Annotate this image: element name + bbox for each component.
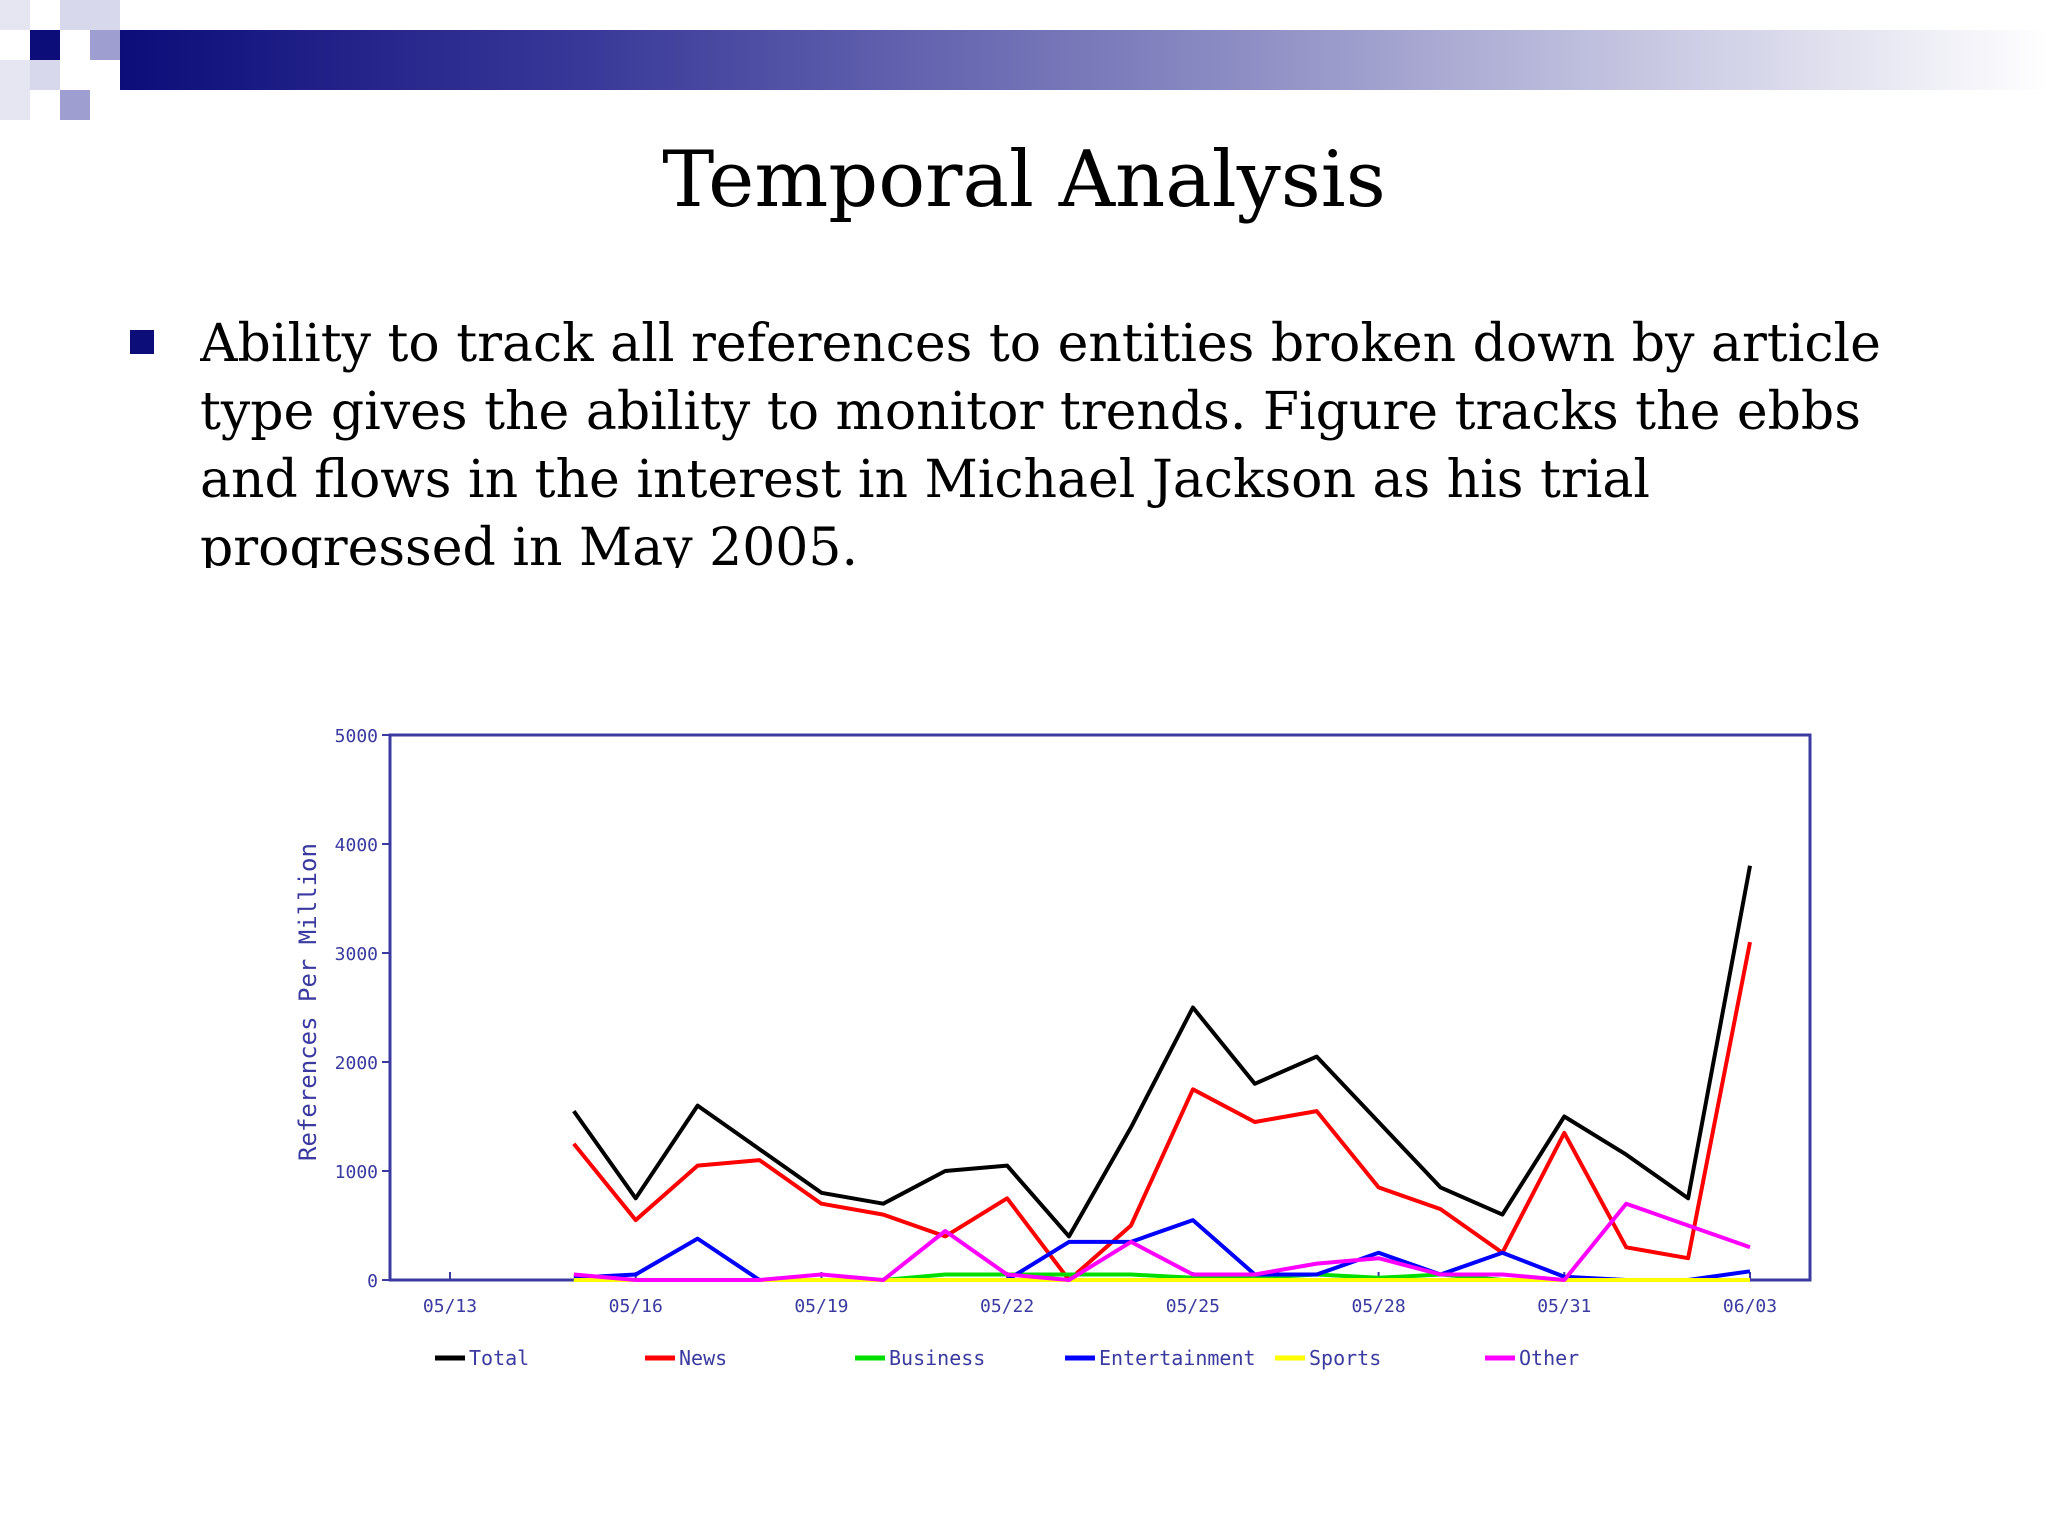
series-line-news [572,941,1752,1282]
legend-label: Other [1519,1346,1579,1370]
x-tick-label: 05/16 [609,1296,663,1317]
y-tick-label: 5000 [335,726,378,747]
x-tick-label: 05/31 [1537,1296,1591,1317]
x-tick-label: 05/25 [1166,1296,1220,1317]
y-axis-label: References Per Million [294,843,322,1161]
plot-frame [388,733,1812,1282]
header-square-dark [30,30,60,60]
x-tick-label: 05/13 [423,1296,477,1317]
x-tick-label: 05/19 [794,1296,848,1317]
series-line-other [573,1201,1751,1282]
legend-label: Entertainment [1099,1346,1256,1370]
header-square-light [0,0,30,30]
y-tick-label: 0 [367,1271,378,1292]
chart: References Per Million 0 1000 2000 3000 4000… [294,726,1812,1370]
header-square-mid [60,90,90,120]
x-tick-label: 06/03 [1723,1296,1777,1317]
legend-label: News [679,1346,727,1370]
x-tick-label: 05/22 [980,1296,1034,1317]
bullet-square-icon [130,330,154,354]
legend-label: Business [889,1346,985,1370]
x-tick-label: 05/28 [1351,1296,1405,1317]
header-square-light [30,60,60,90]
y-tick-label: 1000 [335,1162,378,1183]
series-line-total [572,865,1752,1239]
y-tick-label: 4000 [335,835,378,856]
header-square-mid [90,30,120,60]
y-tick-label: 3000 [335,944,378,965]
header-gradient-bar [120,30,2048,90]
header-square-light [60,0,120,30]
legend-label: Total [469,1346,529,1370]
slide-title: Temporal Analysis [662,135,1386,225]
bullet-text: Ability to track all references to entit… [200,314,1881,568]
legend-label: Sports [1309,1346,1381,1370]
y-tick-label: 2000 [335,1053,378,1074]
header-square-light [0,60,30,120]
